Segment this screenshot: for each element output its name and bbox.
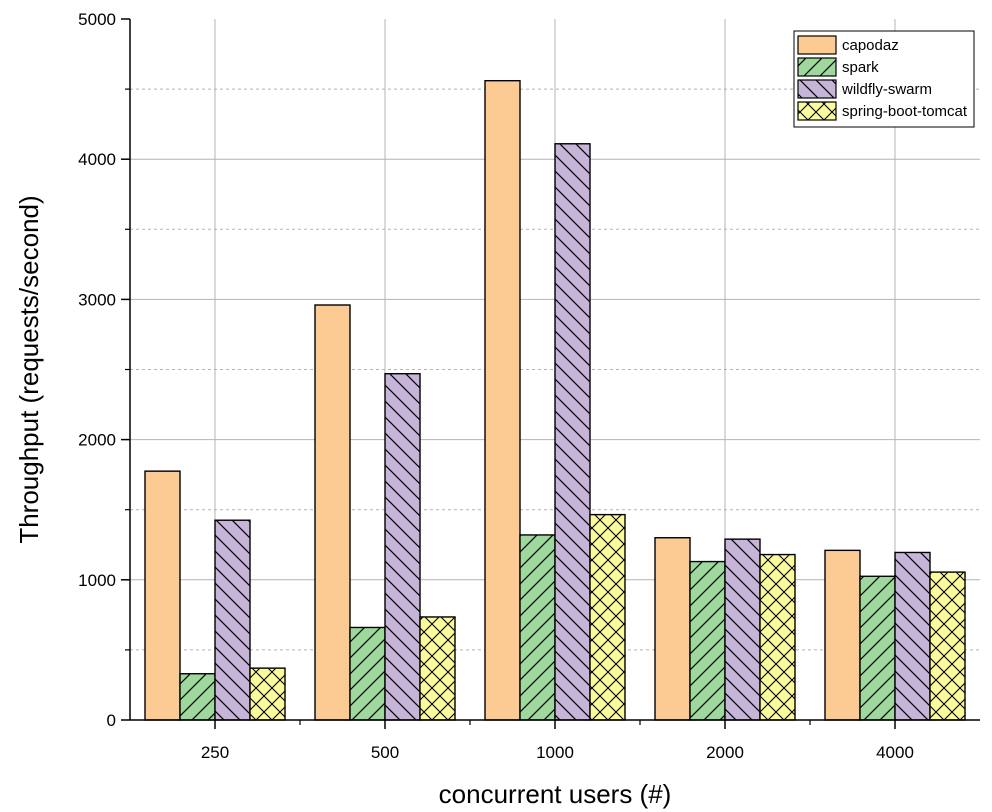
legend-label-spark: spark bbox=[842, 59, 879, 76]
bar-pattern-spark-250 bbox=[180, 673, 215, 720]
bar-capodaz-250 bbox=[145, 471, 180, 720]
y-tick-label: 2000 bbox=[78, 431, 116, 450]
bar-pattern-spark-4000 bbox=[860, 576, 895, 720]
bar-pattern-spring-boot-tomcat-1000 bbox=[590, 514, 625, 720]
y-tick-label: 5000 bbox=[78, 10, 116, 29]
bar-pattern-spring-boot-tomcat-250 bbox=[250, 668, 285, 720]
bar-pattern-spark-1000 bbox=[520, 534, 555, 720]
bar-pattern-spring-boot-tomcat-500 bbox=[420, 616, 455, 720]
legend-label-wildfly-swarm: wildfly-swarm bbox=[841, 81, 932, 98]
bar-capodaz-500 bbox=[315, 305, 350, 720]
bar-pattern-wildfly-swarm-2000 bbox=[725, 539, 760, 720]
bar-capodaz-1000 bbox=[485, 80, 520, 721]
y-tick-label: 0 bbox=[107, 711, 116, 730]
x-axis-title: concurrent users (#) bbox=[439, 779, 672, 809]
y-tick-label: 3000 bbox=[78, 290, 116, 309]
bar-pattern-spark-2000 bbox=[690, 561, 725, 720]
x-tick-label: 250 bbox=[201, 743, 229, 762]
bars-layer bbox=[144, 79, 966, 721]
axes-layer: 0 1000 2000 3000 4000 5000 250 500 1000 2000 4000 bbox=[78, 10, 980, 762]
bar-pattern-spark-500 bbox=[350, 627, 385, 720]
y-tick-label: 1000 bbox=[78, 571, 116, 590]
legend-swatch-outline-spring-boot-tomcat bbox=[797, 101, 837, 121]
legend-swatch-pattern-spark bbox=[798, 58, 836, 76]
legend: capodaz spark wildfly-swarm spring-boot-tom… bbox=[793, 30, 975, 128]
bar-pattern-spring-boot-tomcat-4000 bbox=[930, 572, 965, 720]
legend-swatch-capodaz bbox=[798, 36, 836, 54]
y-tick-label: 4000 bbox=[78, 150, 116, 169]
legend-swatch-outline-capodaz bbox=[797, 35, 837, 55]
bar-pattern-wildfly-swarm-4000 bbox=[895, 552, 930, 720]
bar-pattern-wildfly-swarm-500 bbox=[385, 373, 420, 720]
bar-pattern-spring-boot-tomcat-2000 bbox=[760, 554, 795, 720]
bar-capodaz-2000 bbox=[655, 537, 690, 720]
y-axis-title: Throughput (requests/second) bbox=[14, 195, 44, 543]
bar-pattern-wildfly-swarm-1000 bbox=[555, 143, 590, 720]
x-tick-label: 1000 bbox=[536, 743, 574, 762]
legend-label-capodaz: capodaz bbox=[842, 37, 899, 54]
x-tick-label: 2000 bbox=[706, 743, 744, 762]
bar-capodaz-4000 bbox=[825, 550, 860, 720]
legend-swatch-pattern-wildfly-swarm bbox=[798, 80, 836, 98]
legend-swatch-pattern-spring-boot-tomcat bbox=[798, 102, 836, 120]
x-tick-label: 4000 bbox=[876, 743, 914, 762]
legend-label-spring-boot-tomcat: spring-boot-tomcat bbox=[842, 103, 968, 120]
legend-swatch-outline-wildfly-swarm bbox=[797, 79, 837, 99]
x-tick-label: 500 bbox=[371, 743, 399, 762]
legend-swatch-outline-spark bbox=[797, 57, 837, 77]
bar-pattern-wildfly-swarm-250 bbox=[215, 520, 250, 720]
